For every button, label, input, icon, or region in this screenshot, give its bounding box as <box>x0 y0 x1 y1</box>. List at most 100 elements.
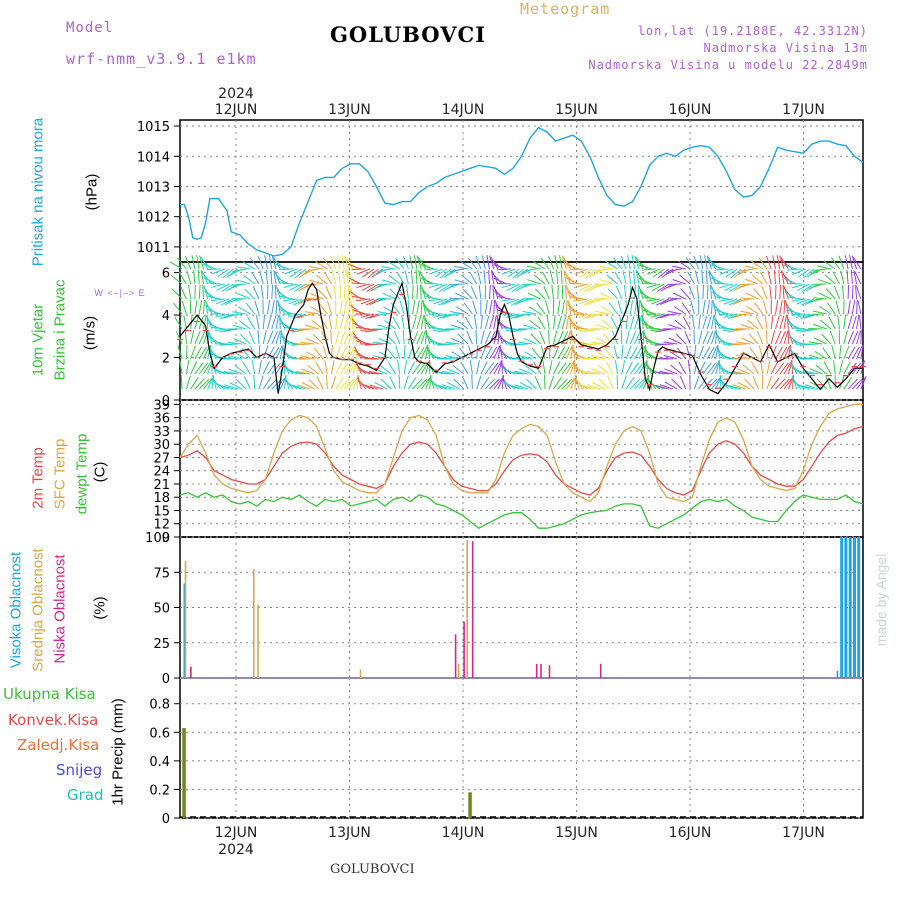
wind-barb <box>758 345 764 360</box>
wind-barb <box>438 298 452 306</box>
wind-barb <box>371 268 384 278</box>
wind-barb <box>800 384 815 390</box>
wind-barb <box>540 257 550 270</box>
wind-barb <box>292 371 306 375</box>
wind-barb <box>775 330 782 345</box>
wind-barb <box>301 368 315 375</box>
wind-barb <box>650 328 665 332</box>
cloud-high-bar <box>857 537 861 678</box>
wind-barb <box>284 367 298 375</box>
precip-total-bar <box>468 792 472 818</box>
cloud-low-bar <box>190 666 192 678</box>
wind-barb <box>634 255 640 270</box>
wind-barb <box>356 298 371 302</box>
wind-barb <box>667 310 682 315</box>
y-tick-label: 24 <box>153 465 170 480</box>
wind-barb <box>428 327 443 330</box>
wind-barb <box>518 355 533 360</box>
wind-barb <box>565 315 570 330</box>
wind-barb <box>186 270 192 285</box>
wind-barb <box>198 300 203 315</box>
wind-barb <box>582 384 597 390</box>
wind-barb <box>641 318 653 330</box>
wind-barb <box>339 362 349 375</box>
wind-barb <box>194 346 203 360</box>
wind-barb <box>574 268 588 275</box>
wind-barb <box>622 270 627 285</box>
wind-barb <box>634 346 643 360</box>
wind-barb <box>420 345 428 360</box>
wind-barb <box>527 279 541 285</box>
wind-barb <box>194 315 200 330</box>
wind-barb <box>557 300 561 315</box>
wind-barb <box>530 333 542 345</box>
wind-barb <box>566 277 580 285</box>
y-tick-label: 15 <box>153 504 170 519</box>
wind-barb <box>744 265 759 270</box>
wind-barb <box>260 285 264 300</box>
wind-barb <box>711 361 720 375</box>
wind-barb <box>348 299 351 315</box>
wind-barb <box>569 268 584 271</box>
wind-barb <box>557 362 567 375</box>
wind-barb <box>284 268 298 275</box>
wind-barb <box>412 284 414 300</box>
wind-barb <box>778 269 781 285</box>
wind-barb <box>173 302 183 315</box>
wind-barb <box>399 300 405 315</box>
wind-barb <box>779 255 785 270</box>
wind-barb <box>489 300 493 315</box>
wind-barb <box>278 318 290 330</box>
wind-barb <box>744 378 755 390</box>
wind-barb <box>758 257 768 270</box>
wind-barb <box>194 362 204 375</box>
wind-barb <box>420 330 426 345</box>
wind-barb <box>553 377 562 390</box>
wind-barb <box>288 283 302 291</box>
wind-barb <box>559 255 563 270</box>
wind-barb <box>818 292 832 300</box>
wind-barb <box>271 300 275 315</box>
wind-barb <box>769 285 772 300</box>
wind-barb <box>506 298 520 305</box>
wind-barb <box>480 330 485 345</box>
y-tick-label: 1013 <box>137 180 170 195</box>
wind-barb <box>621 375 627 390</box>
wind-barb <box>333 285 337 300</box>
wind-barb <box>233 338 247 345</box>
wind-barb <box>664 381 678 390</box>
wind-barb <box>272 256 281 270</box>
wind-barb <box>787 296 802 300</box>
wind-barb <box>271 255 277 270</box>
wind-barb <box>857 300 862 315</box>
wind-barb <box>708 270 712 285</box>
wind-barb <box>309 279 324 285</box>
y-tick-label: 1012 <box>137 211 170 226</box>
wind-barb <box>433 313 447 318</box>
wind-barb <box>561 346 570 360</box>
wind-barb <box>331 375 337 390</box>
wind-barb <box>654 371 669 375</box>
x-tick-label-bottom: 15JUN <box>555 825 598 841</box>
wind-barb <box>450 268 464 272</box>
wind-barb <box>184 255 192 270</box>
wind-barb <box>770 315 774 330</box>
wind-barb <box>360 298 375 305</box>
wind-barb <box>343 300 348 315</box>
wind-barb <box>387 361 397 375</box>
wind-barb <box>607 375 614 390</box>
wind-barb <box>659 384 674 390</box>
wind-barb <box>384 320 396 330</box>
wind-barb <box>181 300 187 315</box>
wind-barb <box>339 378 350 390</box>
wind-barb <box>729 283 742 293</box>
wind-barb <box>343 330 351 345</box>
temp-sfc-line <box>179 403 863 503</box>
wind-barb <box>725 268 738 278</box>
wind-barb <box>514 384 529 390</box>
wind-barb <box>783 299 786 315</box>
wind-barb <box>718 298 733 302</box>
wind-barb <box>847 330 854 345</box>
wind-barb <box>347 273 358 285</box>
wind-barb <box>289 268 302 278</box>
